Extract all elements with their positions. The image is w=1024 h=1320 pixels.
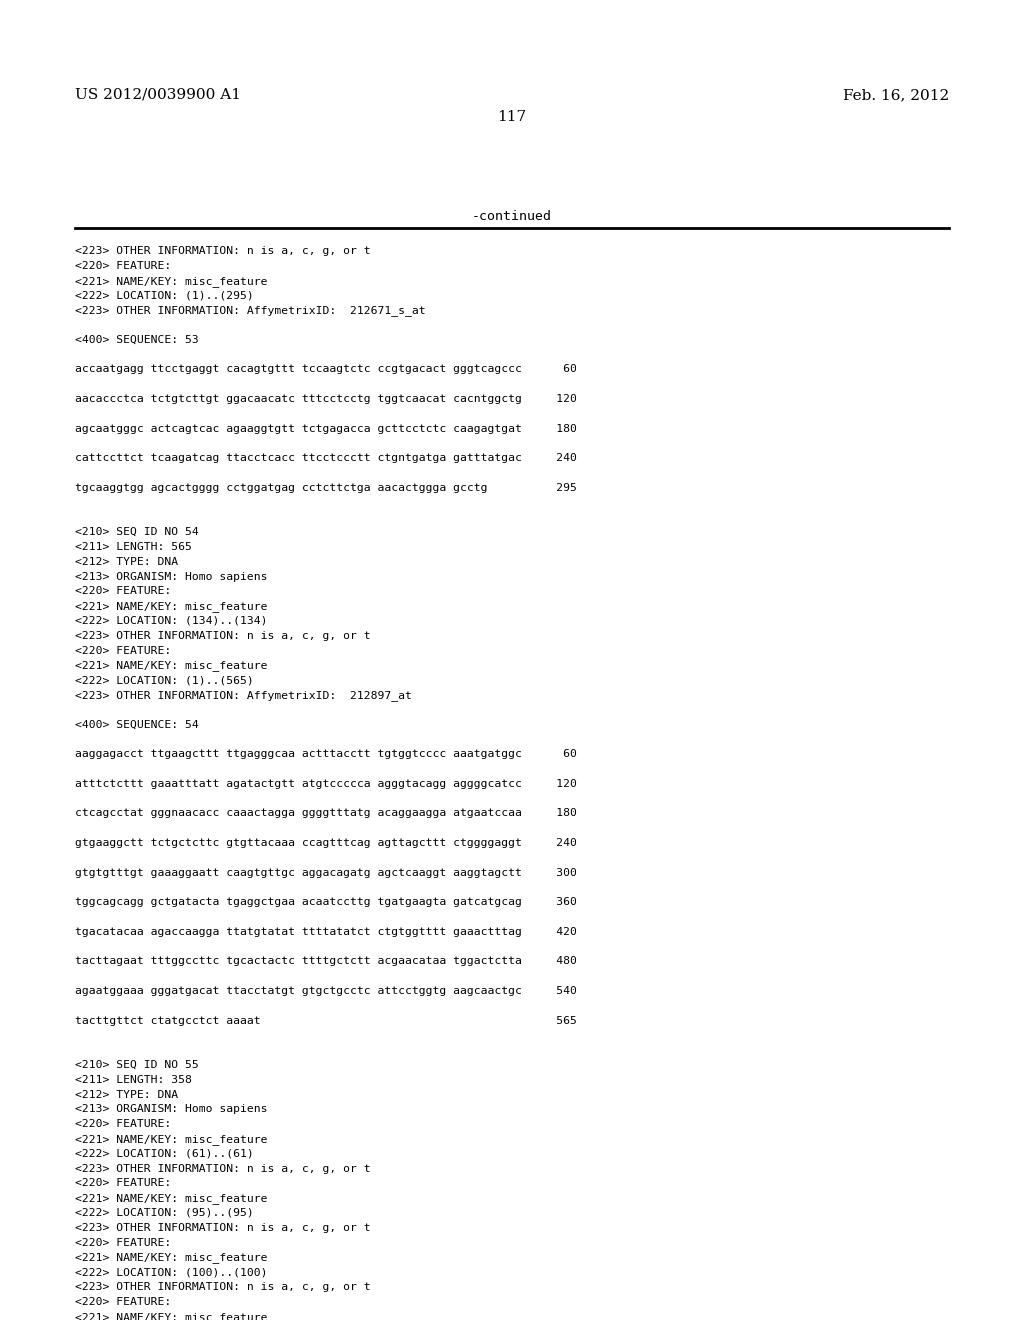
Text: <221> NAME/KEY: misc_feature: <221> NAME/KEY: misc_feature xyxy=(75,1253,267,1263)
Text: <220> FEATURE:: <220> FEATURE: xyxy=(75,586,171,597)
Text: <221> NAME/KEY: misc_feature: <221> NAME/KEY: misc_feature xyxy=(75,1134,267,1144)
Text: <211> LENGTH: 565: <211> LENGTH: 565 xyxy=(75,543,191,552)
Text: <221> NAME/KEY: misc_feature: <221> NAME/KEY: misc_feature xyxy=(75,660,267,672)
Text: <211> LENGTH: 358: <211> LENGTH: 358 xyxy=(75,1074,191,1085)
Text: <220> FEATURE:: <220> FEATURE: xyxy=(75,1179,171,1188)
Text: <212> TYPE: DNA: <212> TYPE: DNA xyxy=(75,1089,178,1100)
Text: <222> LOCATION: (1)..(295): <222> LOCATION: (1)..(295) xyxy=(75,290,254,301)
Text: tgcaaggtgg agcactgggg cctggatgag cctcttctga aacactggga gcctg          295: tgcaaggtgg agcactgggg cctggatgag cctcttc… xyxy=(75,483,577,492)
Text: gtgtgtttgt gaaaggaatt caagtgttgc aggacagatg agctcaaggt aaggtagctt     300: gtgtgtttgt gaaaggaatt caagtgttgc aggacag… xyxy=(75,867,577,878)
Text: tacttagaat tttggccttc tgcactactc ttttgctctt acgaacataa tggactctta     480: tacttagaat tttggccttc tgcactactc ttttgct… xyxy=(75,957,577,966)
Text: aaggagacct ttgaagcttt ttgagggcaa actttacctt tgtggtcccc aaatgatggc      60: aaggagacct ttgaagcttt ttgagggcaa actttac… xyxy=(75,750,577,759)
Text: <221> NAME/KEY: misc_feature: <221> NAME/KEY: misc_feature xyxy=(75,1193,267,1204)
Text: <222> LOCATION: (95)..(95): <222> LOCATION: (95)..(95) xyxy=(75,1208,254,1218)
Text: <221> NAME/KEY: misc_feature: <221> NAME/KEY: misc_feature xyxy=(75,276,267,286)
Text: tggcagcagg gctgatacta tgaggctgaa acaatccttg tgatgaagta gatcatgcag     360: tggcagcagg gctgatacta tgaggctgaa acaatcc… xyxy=(75,898,577,907)
Text: <220> FEATURE:: <220> FEATURE: xyxy=(75,261,171,271)
Text: <222> LOCATION: (61)..(61): <222> LOCATION: (61)..(61) xyxy=(75,1148,254,1159)
Text: <220> FEATURE:: <220> FEATURE: xyxy=(75,645,171,656)
Text: <223> OTHER INFORMATION: n is a, c, g, or t: <223> OTHER INFORMATION: n is a, c, g, o… xyxy=(75,1164,371,1173)
Text: gtgaaggctt tctgctcttc gtgttacaaa ccagtttcag agttagcttt ctggggaggt     240: gtgaaggctt tctgctcttc gtgttacaaa ccagttt… xyxy=(75,838,577,847)
Text: <220> FEATURE:: <220> FEATURE: xyxy=(75,1119,171,1129)
Text: <210> SEQ ID NO 55: <210> SEQ ID NO 55 xyxy=(75,1060,199,1071)
Text: <400> SEQUENCE: 54: <400> SEQUENCE: 54 xyxy=(75,719,199,730)
Text: <222> LOCATION: (1)..(565): <222> LOCATION: (1)..(565) xyxy=(75,676,254,685)
Text: <220> FEATURE:: <220> FEATURE: xyxy=(75,1238,171,1247)
Text: atttctcttt gaaatttatt agatactgtt atgtccccca agggtacagg aggggcatcc     120: atttctcttt gaaatttatt agatactgtt atgtccc… xyxy=(75,779,577,789)
Text: <220> FEATURE:: <220> FEATURE: xyxy=(75,1296,171,1307)
Text: Feb. 16, 2012: Feb. 16, 2012 xyxy=(843,88,949,102)
Text: <223> OTHER INFORMATION: AffymetrixID:  212671_s_at: <223> OTHER INFORMATION: AffymetrixID: 2… xyxy=(75,305,426,315)
Text: <222> LOCATION: (134)..(134): <222> LOCATION: (134)..(134) xyxy=(75,616,267,626)
Text: <223> OTHER INFORMATION: n is a, c, g, or t: <223> OTHER INFORMATION: n is a, c, g, o… xyxy=(75,1222,371,1233)
Text: <212> TYPE: DNA: <212> TYPE: DNA xyxy=(75,557,178,566)
Text: tgacatacaa agaccaagga ttatgtatat ttttatatct ctgtggtttt gaaactttag     420: tgacatacaa agaccaagga ttatgtatat ttttata… xyxy=(75,927,577,937)
Text: <210> SEQ ID NO 54: <210> SEQ ID NO 54 xyxy=(75,527,199,537)
Text: <223> OTHER INFORMATION: n is a, c, g, or t: <223> OTHER INFORMATION: n is a, c, g, o… xyxy=(75,246,371,256)
Text: agaatggaaa gggatgacat ttacctatgt gtgctgcctc attcctggtg aagcaactgc     540: agaatggaaa gggatgacat ttacctatgt gtgctgc… xyxy=(75,986,577,997)
Text: <221> NAME/KEY: misc_feature: <221> NAME/KEY: misc_feature xyxy=(75,601,267,612)
Text: <223> OTHER INFORMATION: n is a, c, g, or t: <223> OTHER INFORMATION: n is a, c, g, o… xyxy=(75,631,371,640)
Text: <221> NAME/KEY: misc_feature: <221> NAME/KEY: misc_feature xyxy=(75,1312,267,1320)
Text: 117: 117 xyxy=(498,110,526,124)
Text: tacttgttct ctatgcctct aaaat                                           565: tacttgttct ctatgcctct aaaat 565 xyxy=(75,1015,577,1026)
Text: -continued: -continued xyxy=(472,210,552,223)
Text: agcaatgggc actcagtcac agaaggtgtt tctgagacca gcttcctctc caagagtgat     180: agcaatgggc actcagtcac agaaggtgtt tctgaga… xyxy=(75,424,577,433)
Text: <400> SEQUENCE: 53: <400> SEQUENCE: 53 xyxy=(75,335,199,345)
Text: <223> OTHER INFORMATION: n is a, c, g, or t: <223> OTHER INFORMATION: n is a, c, g, o… xyxy=(75,1282,371,1292)
Text: <223> OTHER INFORMATION: AffymetrixID:  212897_at: <223> OTHER INFORMATION: AffymetrixID: 2… xyxy=(75,690,412,701)
Text: cattccttct tcaagatcag ttacctcacc ttcctccctt ctgntgatga gatttatgac     240: cattccttct tcaagatcag ttacctcacc ttcctcc… xyxy=(75,453,577,463)
Text: <222> LOCATION: (100)..(100): <222> LOCATION: (100)..(100) xyxy=(75,1267,267,1278)
Text: aacaccctca tctgtcttgt ggacaacatc tttcctcctg tggtcaacat cacntggctg     120: aacaccctca tctgtcttgt ggacaacatc tttcctc… xyxy=(75,393,577,404)
Text: <213> ORGANISM: Homo sapiens: <213> ORGANISM: Homo sapiens xyxy=(75,572,267,582)
Text: ctcagcctat gggnaacacc caaactagga ggggtttatg acaggaagga atgaatccaa     180: ctcagcctat gggnaacacc caaactagga ggggttt… xyxy=(75,808,577,818)
Text: accaatgagg ttcctgaggt cacagtgttt tccaagtctc ccgtgacact gggtcagccc      60: accaatgagg ttcctgaggt cacagtgttt tccaagt… xyxy=(75,364,577,375)
Text: <213> ORGANISM: Homo sapiens: <213> ORGANISM: Homo sapiens xyxy=(75,1105,267,1114)
Text: US 2012/0039900 A1: US 2012/0039900 A1 xyxy=(75,88,241,102)
